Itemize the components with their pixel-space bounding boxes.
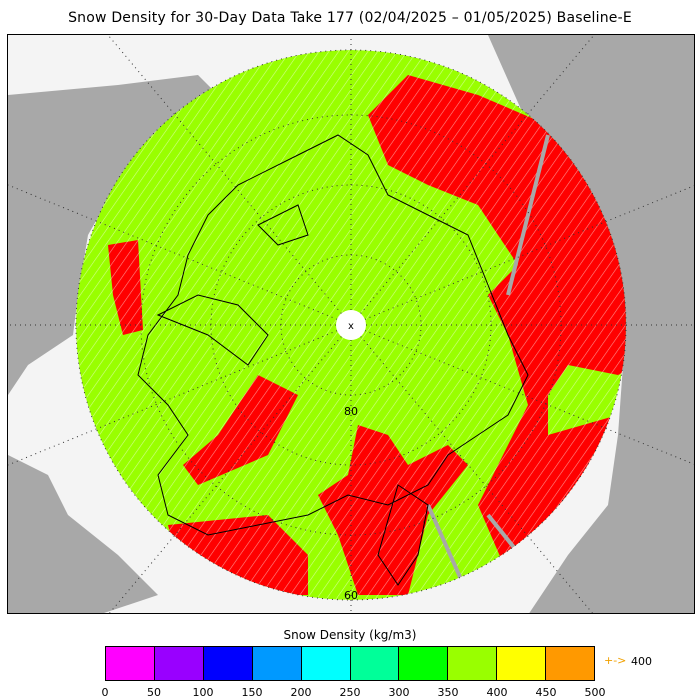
latitude-label-80: 80 (344, 405, 358, 418)
colorbar-swatch-2 (203, 647, 253, 680)
colorbar-tick-label: 250 (339, 686, 361, 699)
map-panel: x 80 60 (7, 34, 695, 614)
land-asia-left (8, 75, 223, 395)
colorbar-tick-label: 150 (241, 686, 263, 699)
polar-map: x 80 60 (8, 35, 694, 613)
colorbar-tick-label: 400 (486, 686, 508, 699)
colorbar-swatch-6 (399, 647, 449, 680)
colorbar-tick-label: 450 (535, 686, 557, 699)
latitude-label-60: 60 (344, 589, 358, 602)
colorbar-tick-label: 50 (147, 686, 161, 699)
land-greenland-right (488, 35, 694, 613)
meridians (8, 35, 694, 613)
map-title: Snow Density for 30-Day Data Take 177 (0… (68, 10, 632, 26)
colorbar-tick-label: 100 (192, 686, 214, 699)
colorbar-swatch-1 (154, 647, 204, 680)
colorbar-tick-label: 500 (584, 686, 606, 699)
coastlines (137, 134, 529, 586)
colorbar-swatch-0 (106, 647, 155, 680)
pole-hole (336, 310, 366, 340)
land-small-islands (23, 535, 88, 600)
colorbar-swatch-3 (252, 647, 302, 680)
colorbar-swatch-5 (350, 647, 400, 680)
overflow-label: 400 (631, 655, 652, 668)
colorbar (105, 646, 595, 681)
colorbar-tick-label: 350 (437, 686, 459, 699)
colorbar-swatch-7 (448, 647, 498, 680)
land-europe-bottom-left (8, 455, 158, 613)
colorbar-title: Snow Density (kg/m3) (283, 628, 417, 642)
colorbar-tick-label: 200 (290, 686, 312, 699)
colorbar-swatch-4 (301, 647, 351, 680)
colorbar-tick-label: 0 (101, 686, 109, 699)
pole-marker: x (348, 321, 354, 332)
colorbar-swatch-8 (497, 647, 547, 680)
colorbar-swatch-9 (546, 647, 595, 680)
overflow-arrow-icon: +-> (604, 654, 627, 667)
colorbar-tick-label: 300 (388, 686, 410, 699)
